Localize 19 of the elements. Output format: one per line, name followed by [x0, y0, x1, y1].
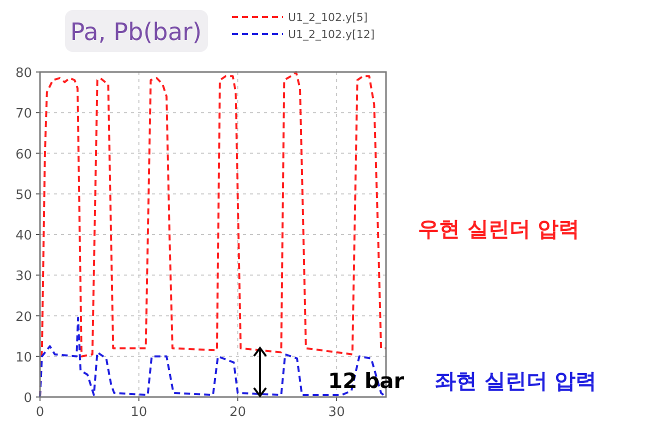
y-tick-label: 20 — [15, 310, 32, 325]
x-tick-label: 10 — [130, 405, 148, 420]
x-tick-label: 30 — [328, 405, 345, 420]
y-axis-title: Pa, Pb(bar) — [70, 18, 202, 46]
y-tick-label: 30 — [15, 269, 32, 284]
y-tick-label: 40 — [15, 228, 32, 244]
annotation: 12 bar — [328, 369, 405, 393]
text: 우현 실린더 압력 — [418, 217, 580, 241]
y-tick-label: 70 — [15, 106, 32, 122]
text: 좌현 실린더 압력 — [435, 369, 597, 393]
legend-label: U1_2_102.y[12] — [288, 28, 375, 41]
x-tick-label: 0 — [36, 405, 44, 420]
legend-label: U1_2_102.y[5] — [288, 11, 368, 24]
y-tick-label: 10 — [15, 350, 32, 366]
x-tick-label: 20 — [229, 405, 246, 420]
y-tick-label: 0 — [24, 391, 32, 406]
y-tick-label: 60 — [15, 147, 32, 162]
y-tick-label: 80 — [15, 66, 32, 81]
y-tick-label: 50 — [15, 188, 32, 203]
